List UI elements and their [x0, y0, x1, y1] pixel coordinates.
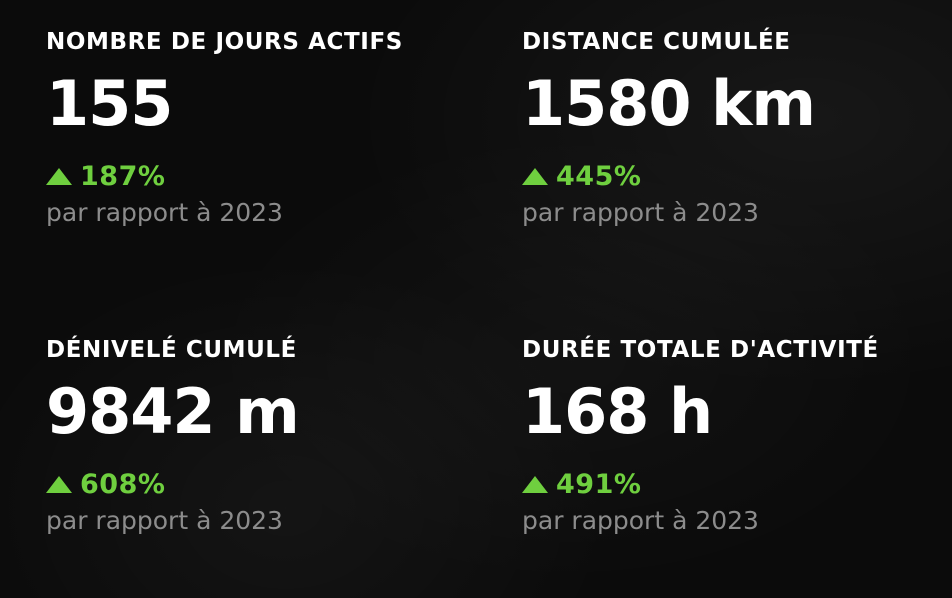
stat-change: 491% — [522, 466, 952, 502]
stat-label: DURÉE TOTALE D'ACTIVITÉ — [522, 337, 879, 363]
stat-label: DISTANCE CUMULÉE — [522, 29, 791, 55]
stat-change: 187% — [46, 158, 476, 194]
triangle-up-icon — [46, 475, 72, 493]
stat-total-elevation: DÉNIVELÉ CUMULÉ 9842 m 608% par rapport … — [46, 336, 476, 535]
triangle-up-icon — [522, 167, 548, 185]
stat-value: 155 — [46, 67, 173, 140]
stat-label: NOMBRE DE JOURS ACTIFS — [46, 29, 403, 55]
stat-active-days: NOMBRE DE JOURS ACTIFS 155 187% par rapp… — [46, 28, 476, 227]
stat-comparison: par rapport à 2023 — [46, 198, 283, 227]
triangle-up-icon — [46, 167, 72, 185]
stat-change-percent: 187% — [80, 160, 166, 192]
stat-change: 608% — [46, 466, 476, 502]
stat-value: 168 h — [522, 375, 713, 448]
stat-total-duration: DURÉE TOTALE D'ACTIVITÉ 168 h 491% par r… — [522, 336, 952, 535]
stat-label: DÉNIVELÉ CUMULÉ — [46, 337, 297, 363]
stat-change-percent: 608% — [80, 468, 166, 500]
stat-total-distance: DISTANCE CUMULÉE 1580 km 445% par rappor… — [522, 28, 952, 227]
stat-change: 445% — [522, 158, 952, 194]
stat-comparison: par rapport à 2023 — [522, 506, 759, 535]
stat-change-percent: 445% — [556, 160, 642, 192]
stat-value: 1580 km — [522, 67, 816, 140]
triangle-up-icon — [522, 475, 548, 493]
stat-comparison: par rapport à 2023 — [46, 506, 283, 535]
stat-comparison: par rapport à 2023 — [522, 198, 759, 227]
stat-value: 9842 m — [46, 375, 300, 448]
stat-change-percent: 491% — [556, 468, 642, 500]
